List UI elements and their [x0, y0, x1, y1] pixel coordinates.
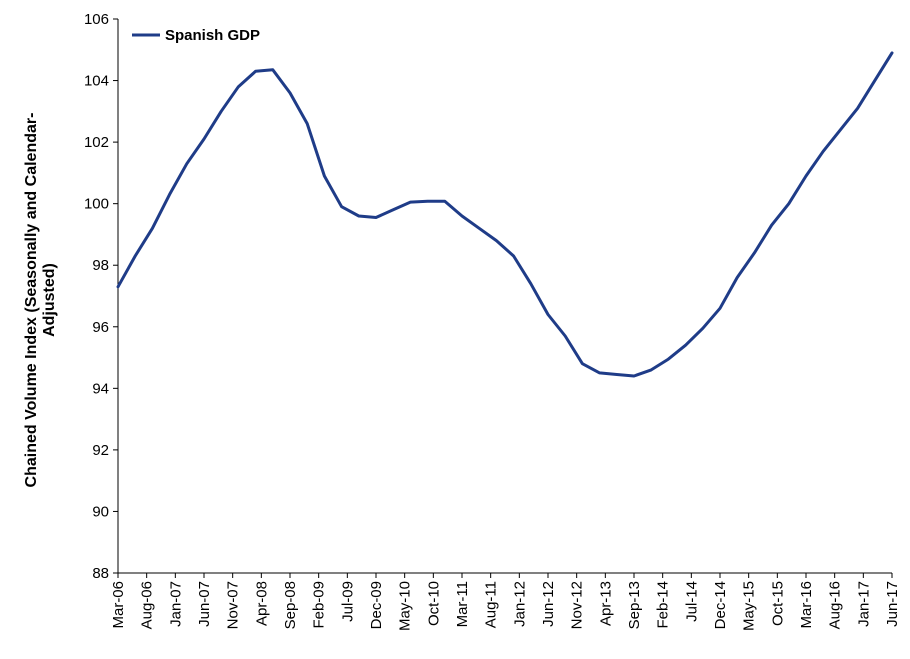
y-tick-label: 94: [92, 380, 109, 397]
legend-label: Spanish GDP: [165, 27, 260, 44]
y-axis-title-line-1: Chained Volume Index (Seasonally and Cal…: [23, 113, 40, 488]
series-line-spanish-gdp: [116, 51, 894, 378]
x-tick-label: Aug-06: [139, 581, 156, 629]
x-tick-label: Oct-10: [425, 581, 442, 626]
x-tick-label: Feb-09: [311, 581, 328, 629]
x-tick-label: Jun-07: [196, 581, 213, 627]
y-tick-label: 88: [92, 565, 109, 582]
y-axis-title-line-2: Adjusted): [41, 263, 58, 337]
y-tick-label: 102: [84, 134, 109, 151]
x-tick-label: May-10: [397, 581, 414, 631]
x-tick-label: Nov-07: [225, 581, 242, 629]
x-tick-label: Oct-15: [769, 581, 786, 626]
x-tick-label: Mar-16: [798, 581, 815, 629]
y-tick-label: 92: [92, 442, 109, 459]
x-tick-label: Mar-06: [110, 581, 127, 629]
y-tick-label: 96: [92, 319, 109, 336]
x-tick-label: Nov-12: [569, 581, 586, 629]
x-tick-label: Jul-14: [683, 581, 700, 622]
legend: Spanish GDP: [132, 27, 260, 44]
x-tick-label: Jun-17: [884, 581, 901, 627]
x-tick-label: Apr-13: [597, 581, 614, 626]
x-tick-label: Dec-09: [368, 581, 385, 629]
x-tick-label: Apr-08: [253, 581, 270, 626]
y-axis-ticks: 88 90 92 94 96 98 100 102 104 106: [84, 11, 118, 582]
x-tick-label: Sep-13: [626, 581, 643, 629]
x-tick-label: Sep-08: [282, 581, 299, 629]
x-tick-label: Jan-17: [855, 581, 872, 627]
x-tick-label: Jul-09: [339, 581, 356, 622]
x-tick-label: May-15: [741, 581, 758, 631]
y-tick-label: 90: [92, 503, 109, 520]
series-group: [116, 51, 894, 378]
axes: [117, 19, 892, 574]
y-tick-label: 100: [84, 196, 109, 213]
x-tick-label: Jan-12: [511, 581, 528, 627]
y-tick-label: 106: [84, 11, 109, 28]
x-tick-label: Aug-11: [483, 581, 500, 628]
x-tick-label: Jun-12: [540, 581, 557, 627]
x-axis-ticks: Mar-06 Aug-06 Jan-07 Jun-07 Nov-07 Apr-08 Sep-…: [110, 573, 901, 631]
x-tick-label: Jan-07: [167, 581, 184, 627]
x-tick-label: Feb-14: [655, 581, 672, 629]
x-tick-label: Dec-14: [712, 581, 729, 629]
x-tick-label: Aug-16: [827, 581, 844, 629]
y-tick-label: 104: [84, 73, 109, 90]
y-tick-label: 98: [92, 257, 109, 274]
x-tick-label: Mar-11: [454, 581, 471, 627]
